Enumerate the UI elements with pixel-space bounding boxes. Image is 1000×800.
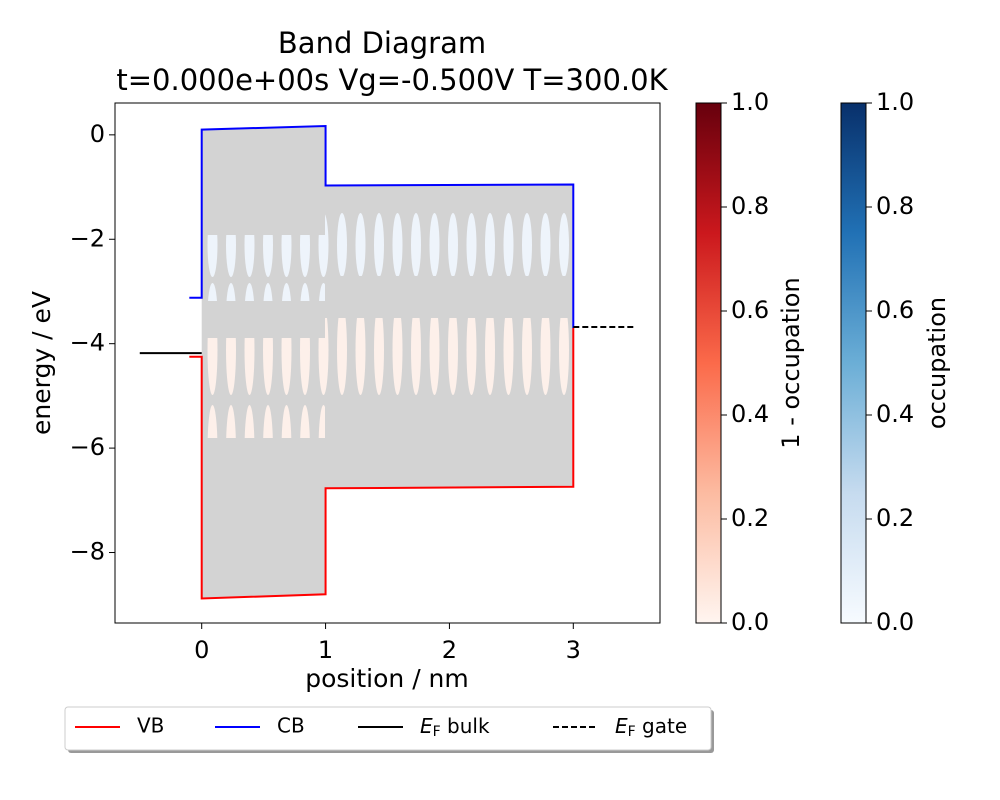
colorbar-tick-label: 0.2 — [731, 504, 769, 532]
legend — [64, 706, 712, 751]
legend-label: VB — [137, 714, 164, 738]
legend-label: EF bulk — [420, 714, 490, 741]
colorbar-tick-label: 0.6 — [876, 296, 914, 324]
colorbar-tick-label: 0.4 — [731, 400, 769, 428]
colorbar-label: occupation — [923, 297, 951, 429]
x-axis-label: position / nm — [305, 664, 469, 693]
y-tick-label: 0 — [90, 120, 105, 148]
series-line — [189, 328, 575, 600]
state-density-decoration — [202, 338, 325, 438]
y-axis-label: energy / eV — [27, 291, 56, 435]
colorbar-tick-label: 1.0 — [731, 88, 769, 116]
state-density-decoration — [325, 318, 573, 398]
y-tick-label: −2 — [70, 224, 105, 252]
x-tick-label: 3 — [566, 636, 581, 664]
colorbar-tick-label: 0.4 — [876, 400, 914, 428]
y-tick-label: −6 — [70, 433, 105, 461]
legend-label: EF gate — [615, 714, 687, 741]
colorbar-tick-label: 0.8 — [876, 192, 914, 220]
colorbar-tick-label: 0.0 — [731, 608, 769, 636]
colorbar-tick-label: 0.8 — [731, 192, 769, 220]
colorbar-label: 1 - occupation — [777, 277, 805, 448]
y-tick-label: −8 — [70, 538, 105, 566]
x-tick-label: 0 — [194, 636, 209, 664]
colorbar — [695, 102, 722, 624]
x-tick-label: 2 — [442, 636, 457, 664]
y-tick-label: −4 — [70, 329, 105, 357]
state-density-decoration — [325, 210, 573, 276]
legend-label: CB — [277, 714, 305, 738]
colorbar-tick-label: 0.2 — [876, 504, 914, 532]
colorbar-tick-label: 1.0 — [876, 88, 914, 116]
chart-title: Band Diagram — [278, 26, 486, 60]
series-line — [189, 124, 575, 329]
colorbar-tick-label: 0.0 — [876, 608, 914, 636]
state-density-decoration — [202, 235, 325, 301]
lines — [139, 124, 636, 600]
x-tick-label: 1 — [318, 636, 333, 664]
axes-frame — [114, 102, 661, 624]
colorbar — [840, 102, 867, 624]
colorbar-tick-label: 0.6 — [731, 296, 769, 324]
chart-subtitle: t=0.000e+00s Vg=-0.500V T=300.0K — [116, 63, 668, 97]
